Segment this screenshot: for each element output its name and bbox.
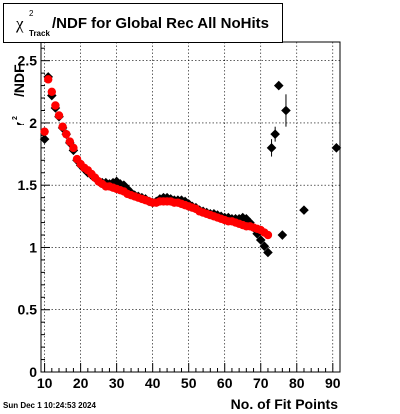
data-point-black bbox=[263, 247, 273, 258]
y-tick-label: 0.5 bbox=[18, 302, 38, 318]
data-point-red bbox=[51, 101, 60, 110]
title-subscript: Track bbox=[29, 29, 50, 38]
series-red bbox=[40, 75, 273, 240]
data-point-red bbox=[65, 137, 75, 146]
chart-title: χ 2 Track /NDF for Global Rec All NoHits bbox=[3, 3, 283, 43]
x-axis-label: No. of Fit Points bbox=[230, 396, 338, 412]
data-point-black bbox=[277, 230, 288, 240]
data-point-black bbox=[39, 134, 50, 144]
data-series bbox=[39, 72, 342, 258]
data-point-black bbox=[270, 129, 280, 139]
data-point-black bbox=[266, 143, 277, 153]
data-point-black bbox=[259, 241, 270, 252]
data-point-red bbox=[263, 230, 273, 240]
data-point-red bbox=[54, 111, 64, 120]
data-point-black bbox=[255, 235, 266, 245]
x-tick-label: 20 bbox=[73, 375, 89, 391]
data-point-red bbox=[62, 129, 71, 139]
y-tick-label: 1.5 bbox=[18, 177, 38, 193]
axis-ticks bbox=[41, 47, 341, 373]
data-point-red bbox=[47, 87, 57, 97]
y-tick-label: 1 bbox=[29, 239, 37, 255]
y-tick-label: 0 bbox=[29, 364, 37, 380]
y-axis-label: χ 2 Track /NDF bbox=[11, 64, 24, 125]
x-tick-label: 40 bbox=[145, 375, 161, 391]
x-tick-label: 90 bbox=[325, 375, 341, 391]
x-tick-label: 70 bbox=[253, 375, 269, 391]
ylabel-sup: 2 bbox=[12, 116, 19, 120]
data-point-black bbox=[299, 205, 309, 215]
data-point-black bbox=[273, 80, 284, 91]
x-tick-labels: 10 20 30 40 50 60 70 80 90 bbox=[37, 375, 341, 391]
x-tick-label: 60 bbox=[217, 375, 233, 391]
data-point-black bbox=[237, 212, 248, 223]
x-tick-label: 50 bbox=[181, 375, 197, 391]
y-tick-label: 2 bbox=[29, 115, 37, 131]
data-point-red bbox=[69, 143, 78, 153]
ylabel-chi: χ bbox=[12, 121, 24, 125]
data-point-red bbox=[40, 127, 49, 136]
data-point-black bbox=[331, 143, 342, 153]
y-tick-label: 2.5 bbox=[18, 53, 38, 69]
x-tick-label: 80 bbox=[289, 375, 305, 391]
data-point-black bbox=[234, 214, 244, 224]
title-text: /NDF for Global Rec All NoHits bbox=[52, 15, 269, 32]
data-point-black bbox=[252, 228, 262, 239]
x-tick-label: 10 bbox=[37, 375, 53, 391]
x-tick-label: 30 bbox=[109, 375, 125, 391]
data-point-red bbox=[44, 75, 53, 84]
data-point-black bbox=[122, 184, 133, 194]
title-superscript: 2 bbox=[29, 9, 34, 18]
data-point-black bbox=[115, 179, 126, 189]
data-point-black bbox=[241, 214, 252, 224]
data-point-black bbox=[281, 105, 291, 116]
timestamp: Sun Dec 1 10:24:53 2024 bbox=[3, 401, 96, 410]
y-tick-labels: 0 0.5 1 1.5 2 2.5 bbox=[18, 53, 38, 380]
ylabel-text: /NDF bbox=[11, 64, 24, 97]
data-point-black bbox=[111, 176, 122, 187]
data-point-red bbox=[58, 122, 67, 131]
title-chi-symbol: χ bbox=[16, 14, 24, 33]
